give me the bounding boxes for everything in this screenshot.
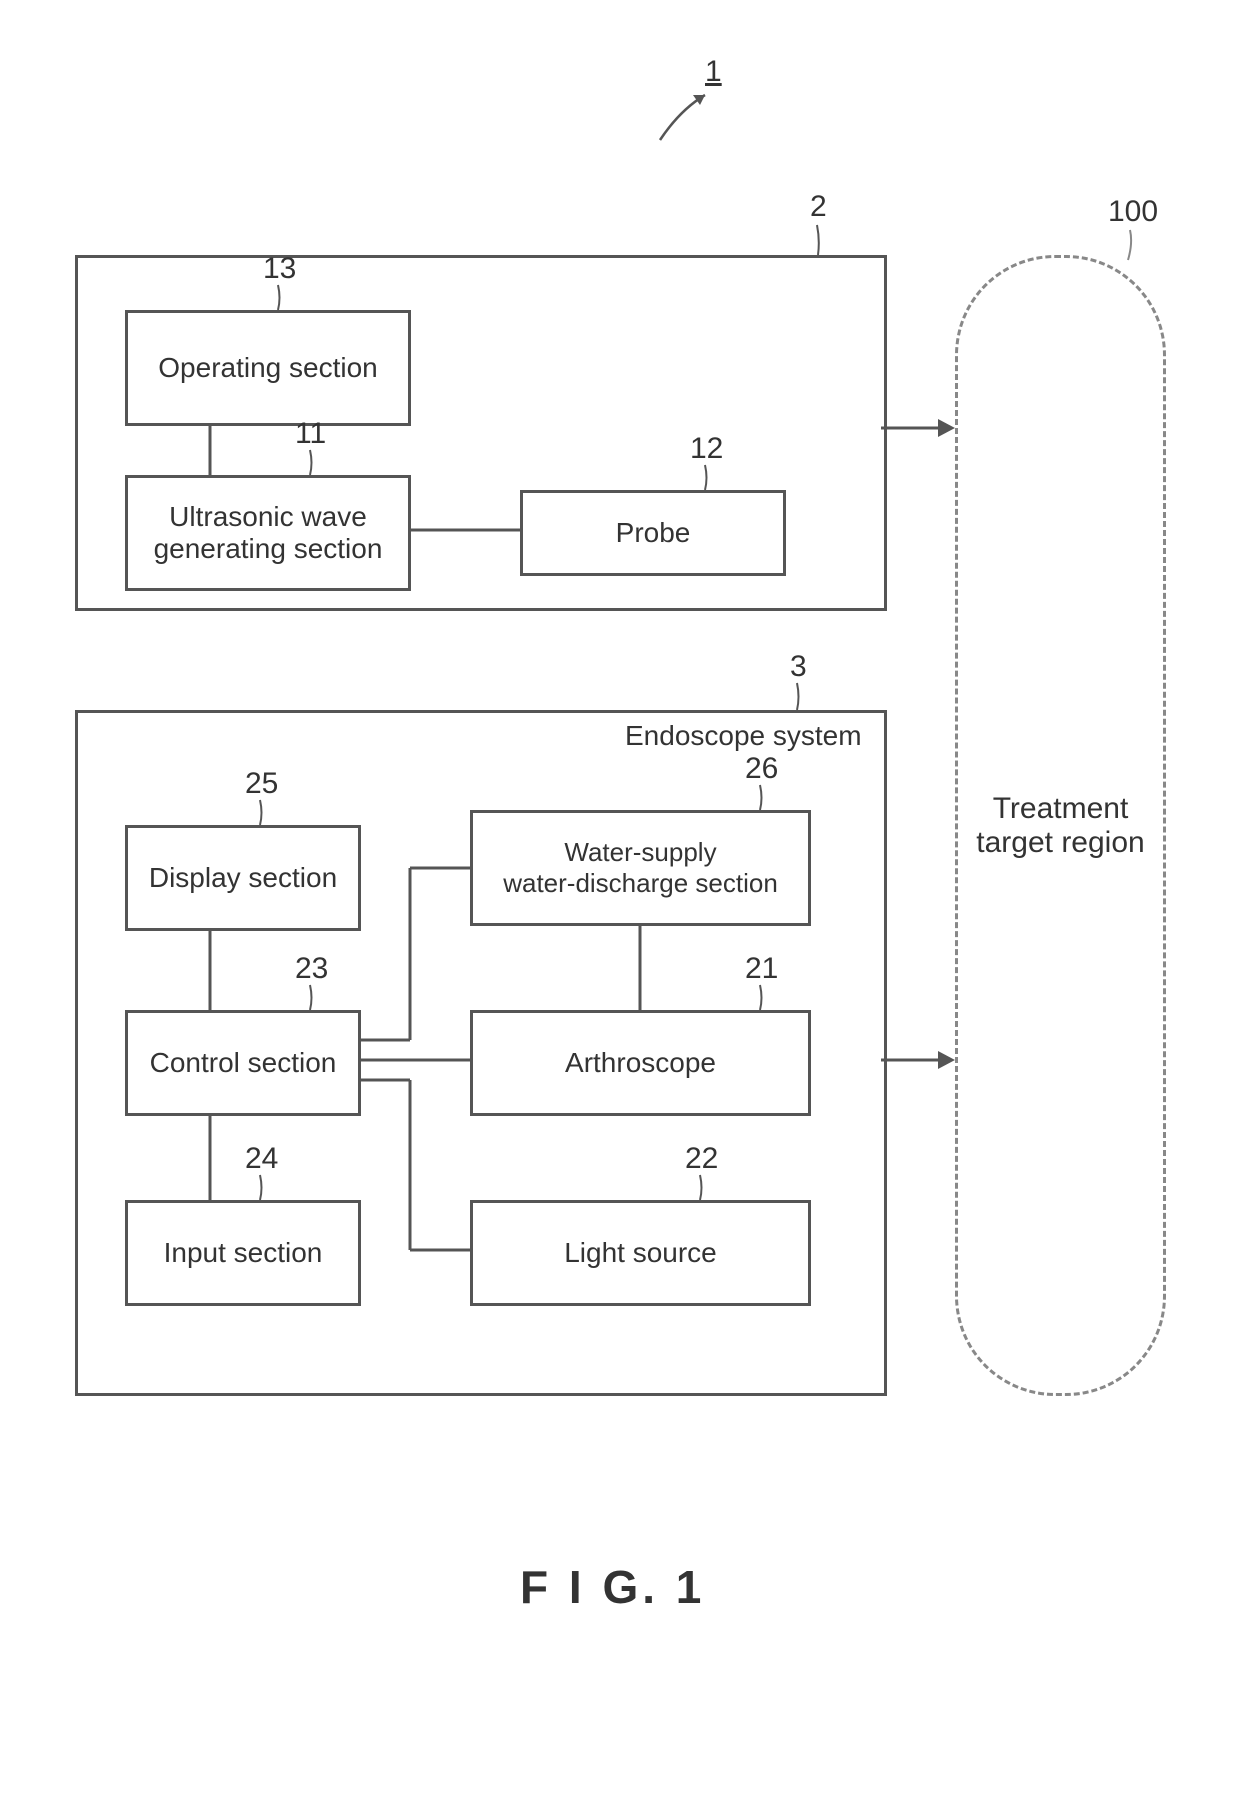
treatment-region: Treatment target region xyxy=(955,255,1166,1396)
control-box: Control section xyxy=(125,1010,361,1116)
ref-25: 25 xyxy=(245,767,278,801)
operating-section-box: Operating section xyxy=(125,310,411,426)
display-box: Display section xyxy=(125,825,361,931)
probe-label: Probe xyxy=(616,517,691,549)
endoscope-title: Endoscope system xyxy=(625,720,862,752)
ref-22: 22 xyxy=(685,1142,718,1176)
ref-13: 13 xyxy=(263,252,296,286)
operating-label: Operating section xyxy=(158,352,377,384)
ref-3: 3 xyxy=(790,650,807,684)
ref-1: 1 xyxy=(705,55,722,89)
light-label: Light source xyxy=(564,1237,717,1269)
ref-21: 21 xyxy=(745,952,778,986)
diagram-container: 1 2 Operating section 13 Ultrasonic wave… xyxy=(0,0,1240,1803)
water-label: Water-supply water-discharge section xyxy=(503,837,778,899)
water-box: Water-supply water-discharge section xyxy=(470,810,811,926)
input-box: Input section xyxy=(125,1200,361,1306)
figure-caption: F I G. 1 xyxy=(520,1560,705,1614)
ultrasonic-label: Ultrasonic wave generating section xyxy=(154,501,383,565)
ultrasonic-box: Ultrasonic wave generating section xyxy=(125,475,411,591)
ref-11: 11 xyxy=(295,417,326,451)
ref-2: 2 xyxy=(810,190,827,224)
probe-box: Probe xyxy=(520,490,786,576)
ref-23: 23 xyxy=(295,952,328,986)
ref-100: 100 xyxy=(1108,195,1158,229)
ref-26: 26 xyxy=(745,752,778,786)
arthroscope-box: Arthroscope xyxy=(470,1010,811,1116)
treatment-label: Treatment target region xyxy=(976,792,1144,860)
arthroscope-label: Arthroscope xyxy=(565,1047,716,1079)
input-label: Input section xyxy=(164,1237,323,1269)
control-label: Control section xyxy=(150,1047,337,1079)
ref-12: 12 xyxy=(690,432,723,466)
display-label: Display section xyxy=(149,862,337,894)
light-box: Light source xyxy=(470,1200,811,1306)
ref-24: 24 xyxy=(245,1142,278,1176)
